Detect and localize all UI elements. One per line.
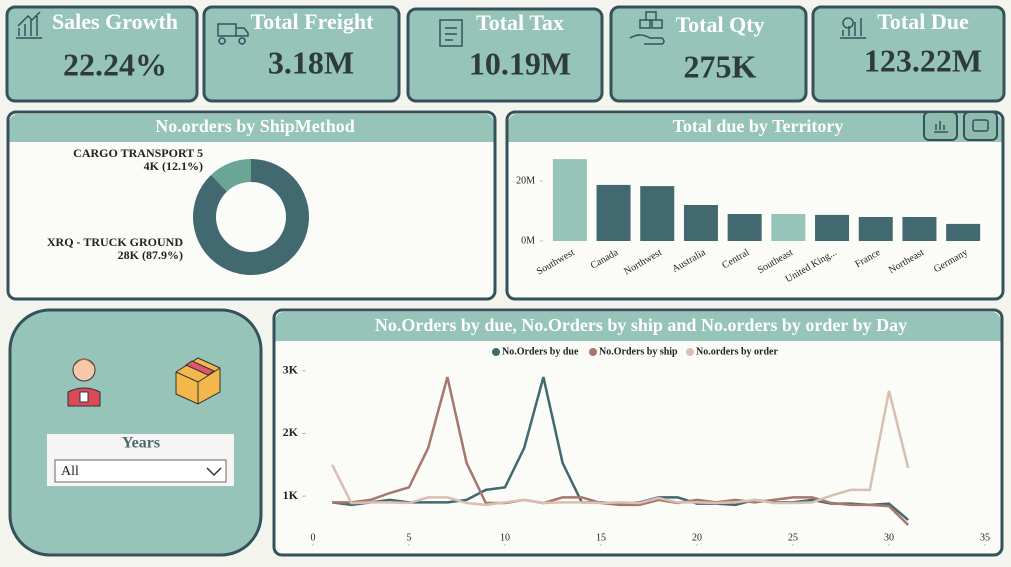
panel-header bbox=[9, 114, 494, 142]
box-icon bbox=[175, 357, 221, 405]
due-icon bbox=[840, 17, 866, 39]
bar bbox=[683, 205, 718, 241]
x-tick-label: 30 bbox=[884, 532, 894, 543]
kpi-title: Total Due bbox=[877, 9, 969, 34]
legend-swatch bbox=[492, 348, 500, 356]
x-tick-label: 35 bbox=[980, 532, 990, 543]
kpi-value: 123.22M bbox=[864, 42, 982, 78]
slicer-dropdown[interactable] bbox=[54, 459, 227, 483]
qty-icon bbox=[629, 11, 665, 45]
kpi-card bbox=[5, 5, 199, 103]
slice-label: CARGO TRANSPORT 5 bbox=[73, 146, 203, 160]
table-view-button[interactable] bbox=[963, 111, 998, 141]
kpi-title: Total Freight bbox=[251, 9, 375, 34]
kpi-value: 275K bbox=[684, 48, 757, 84]
x-tick-label: 25 bbox=[788, 532, 798, 543]
kpi-icons bbox=[16, 11, 866, 47]
x-tick-label: 20 bbox=[692, 532, 702, 543]
x-tick-label: 5 bbox=[407, 532, 412, 543]
kpi-card bbox=[406, 7, 604, 103]
line-series bbox=[331, 390, 910, 507]
slice-value-label: 4K (12.1%) bbox=[144, 159, 203, 173]
panel-header bbox=[275, 312, 1001, 341]
legend-label: No.Orders by ship bbox=[599, 346, 678, 357]
kpi-cards: Sales Growth 22.24% Total Freight 3.18M … bbox=[5, 5, 1006, 103]
panel bbox=[505, 110, 1005, 301]
kpi-value: 22.24% bbox=[63, 46, 167, 82]
slicer-value: All bbox=[61, 464, 79, 479]
button-icon bbox=[934, 121, 948, 133]
bar bbox=[552, 159, 587, 241]
growth-icon bbox=[16, 11, 42, 39]
kpi-card bbox=[202, 5, 401, 103]
y-tick-label: 2K bbox=[283, 425, 299, 439]
slicer-card bbox=[8, 308, 263, 557]
donut-slice bbox=[211, 159, 251, 192]
chart-title: No.orders by ShipMethod bbox=[155, 116, 355, 136]
bar bbox=[640, 186, 675, 241]
bar bbox=[596, 184, 631, 241]
x-tick-label: 0 bbox=[311, 532, 316, 543]
bar bbox=[815, 214, 850, 241]
dropdown-arrow[interactable] bbox=[206, 467, 222, 477]
x-tick-label: 15 bbox=[596, 532, 606, 543]
bar bbox=[902, 217, 937, 241]
chart-title: Total due by Territory bbox=[673, 116, 844, 136]
kpi-value: 3.18M bbox=[268, 44, 354, 80]
bar bbox=[946, 223, 981, 241]
bar bbox=[727, 214, 762, 241]
legend-label: No.Orders by due bbox=[502, 346, 579, 357]
panel-header bbox=[508, 114, 1002, 142]
y-tick-label: 3K bbox=[283, 363, 299, 377]
kpi-card bbox=[609, 5, 808, 103]
line-series bbox=[332, 376, 910, 526]
bar bbox=[858, 217, 893, 241]
y-tick-label: 1K bbox=[283, 488, 299, 502]
legend-label: No.orders by order bbox=[696, 346, 778, 357]
button-icon bbox=[972, 119, 989, 132]
panel bbox=[6, 110, 497, 301]
y-tick-label: 20M bbox=[516, 175, 535, 186]
person-icon bbox=[67, 358, 101, 407]
kpi-title: Total Qty bbox=[675, 12, 764, 37]
y-tick-label: 0M bbox=[521, 235, 535, 246]
chart-title: No.Orders by due, No.Orders by ship and … bbox=[375, 315, 907, 335]
kpi-title: Sales Growth bbox=[52, 9, 178, 34]
legend-swatch bbox=[686, 348, 694, 356]
panel bbox=[272, 308, 1004, 557]
slice-label: XRQ - TRUCK GROUND bbox=[47, 235, 183, 249]
kpi-value: 10.19M bbox=[469, 45, 571, 81]
freight-icon bbox=[217, 23, 249, 45]
chart-toggle[interactable] bbox=[923, 111, 998, 141]
donut-slice bbox=[193, 159, 309, 275]
x-tick-label: 10 bbox=[500, 532, 510, 543]
tax-icon bbox=[439, 19, 463, 47]
slice-value-label: 28K (87.9%) bbox=[118, 248, 183, 262]
legend-swatch bbox=[589, 348, 597, 356]
slicer-title: Years bbox=[122, 435, 160, 452]
kpi-title: Total Tax bbox=[476, 10, 564, 35]
bar bbox=[771, 214, 806, 241]
